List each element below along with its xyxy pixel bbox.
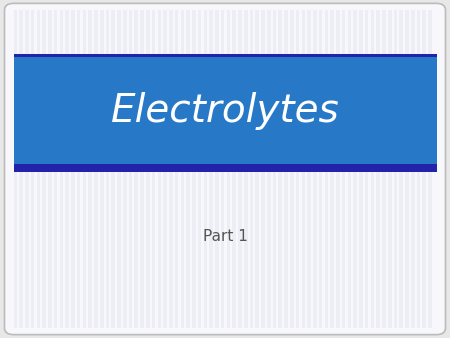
- Bar: [203, 10, 207, 328]
- Text: Part 1: Part 1: [202, 229, 248, 244]
- Bar: [129, 10, 132, 328]
- Bar: [313, 10, 317, 328]
- Bar: [192, 10, 196, 328]
- Bar: [215, 10, 219, 328]
- Bar: [112, 10, 115, 328]
- Bar: [405, 10, 409, 328]
- Bar: [221, 10, 225, 328]
- FancyBboxPatch shape: [4, 3, 446, 335]
- Bar: [302, 10, 305, 328]
- Bar: [158, 10, 161, 328]
- Bar: [365, 10, 369, 328]
- Bar: [65, 10, 69, 328]
- Bar: [256, 10, 259, 328]
- Bar: [14, 10, 17, 328]
- Bar: [19, 10, 23, 328]
- Bar: [59, 10, 63, 328]
- Bar: [175, 10, 178, 328]
- Bar: [319, 10, 322, 328]
- Bar: [42, 10, 46, 328]
- Bar: [106, 10, 109, 328]
- Bar: [14, 57, 436, 164]
- Bar: [371, 10, 374, 328]
- Bar: [250, 10, 253, 328]
- Bar: [307, 10, 311, 328]
- Bar: [324, 10, 328, 328]
- Bar: [88, 10, 92, 328]
- Bar: [31, 10, 34, 328]
- Text: Electrolytes: Electrolytes: [111, 92, 339, 130]
- Bar: [227, 10, 230, 328]
- Bar: [209, 10, 213, 328]
- Bar: [14, 54, 436, 63]
- Bar: [388, 10, 392, 328]
- Bar: [336, 10, 340, 328]
- Bar: [83, 10, 86, 328]
- Bar: [146, 10, 149, 328]
- Bar: [71, 10, 75, 328]
- Bar: [232, 10, 236, 328]
- Bar: [290, 10, 293, 328]
- Bar: [117, 10, 121, 328]
- Bar: [77, 10, 81, 328]
- Bar: [359, 10, 363, 328]
- Bar: [180, 10, 184, 328]
- Bar: [238, 10, 242, 328]
- Bar: [14, 164, 436, 172]
- Bar: [376, 10, 380, 328]
- Bar: [169, 10, 173, 328]
- Bar: [48, 10, 52, 328]
- Bar: [198, 10, 202, 328]
- Bar: [261, 10, 265, 328]
- Bar: [273, 10, 276, 328]
- Bar: [342, 10, 346, 328]
- Bar: [163, 10, 167, 328]
- Bar: [423, 10, 426, 328]
- Bar: [123, 10, 126, 328]
- Bar: [140, 10, 144, 328]
- Bar: [244, 10, 248, 328]
- Bar: [152, 10, 155, 328]
- Bar: [394, 10, 397, 328]
- Bar: [279, 10, 282, 328]
- Bar: [54, 10, 58, 328]
- Bar: [267, 10, 270, 328]
- Bar: [25, 10, 29, 328]
- Bar: [296, 10, 299, 328]
- Bar: [94, 10, 98, 328]
- Bar: [428, 10, 432, 328]
- Bar: [284, 10, 288, 328]
- Bar: [411, 10, 414, 328]
- Bar: [186, 10, 190, 328]
- Bar: [100, 10, 104, 328]
- Bar: [353, 10, 357, 328]
- Bar: [400, 10, 403, 328]
- Bar: [36, 10, 40, 328]
- Bar: [330, 10, 334, 328]
- Bar: [417, 10, 420, 328]
- Bar: [347, 10, 351, 328]
- Bar: [382, 10, 386, 328]
- Bar: [135, 10, 138, 328]
